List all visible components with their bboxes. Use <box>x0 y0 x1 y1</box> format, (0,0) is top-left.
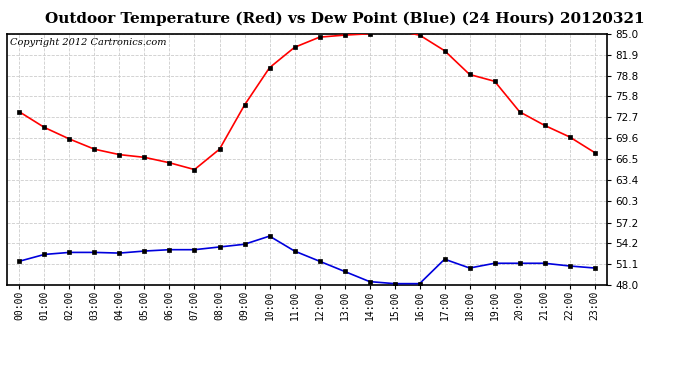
Text: Outdoor Temperature (Red) vs Dew Point (Blue) (24 Hours) 20120321: Outdoor Temperature (Red) vs Dew Point (… <box>45 11 645 26</box>
Text: Copyright 2012 Cartronics.com: Copyright 2012 Cartronics.com <box>10 38 166 46</box>
